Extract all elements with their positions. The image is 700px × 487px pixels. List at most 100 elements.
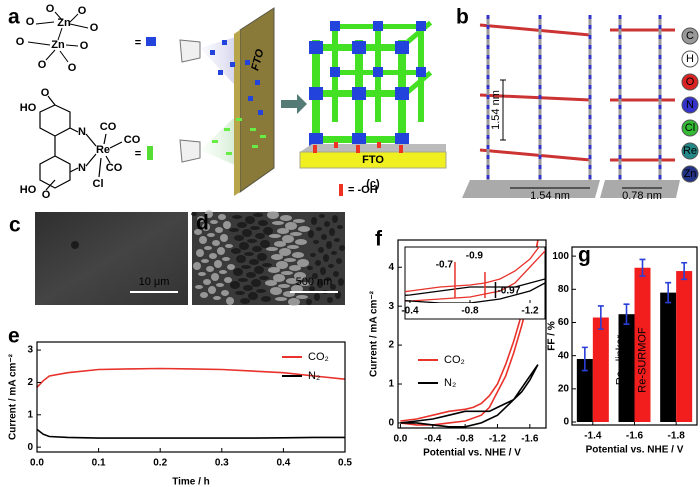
texture (250, 226, 260, 230)
scheme-text: Cl (93, 178, 104, 190)
y-tick-label: 60 (558, 317, 570, 328)
scheme-text: O (41, 87, 50, 99)
plot-frame (571, 246, 698, 426)
texture (253, 213, 263, 217)
texture (257, 253, 267, 261)
texture (316, 227, 322, 231)
panel-label: f (375, 228, 383, 251)
error-bar (597, 305, 604, 330)
dimension: 0.78 nm (622, 190, 662, 202)
scheme-text: CO (124, 134, 141, 146)
texture (314, 293, 320, 301)
texture (289, 265, 301, 271)
scheme-text: O (68, 62, 77, 74)
y-tick-label: 100 (552, 251, 569, 262)
panel-label: d (196, 212, 209, 235)
texture (196, 249, 204, 257)
bar (634, 267, 651, 423)
data-line (400, 364, 539, 428)
x-axis-label: Potential vs. NHE / V (586, 445, 684, 456)
texture (193, 262, 201, 270)
y-tick-label: 80 (558, 284, 570, 295)
inset-line (405, 247, 545, 302)
scheme-text: O (42, 189, 51, 201)
scheme-text: CO (106, 162, 123, 174)
scheme-text: (c) (366, 178, 380, 190)
texture (298, 226, 310, 232)
texture (338, 278, 344, 286)
element-label: O (686, 76, 695, 88)
texture (284, 258, 296, 262)
legend-label: N₂ (444, 377, 456, 389)
texture (195, 285, 203, 289)
texture (251, 279, 261, 287)
texture (222, 257, 230, 261)
element-swatch (681, 73, 699, 91)
element-label: C (686, 30, 694, 42)
texture (262, 263, 272, 267)
y-tick-label: 2 (388, 340, 394, 351)
texture (309, 286, 315, 292)
scheme-text: = -OH (348, 184, 378, 196)
texture (246, 272, 256, 278)
plot-frame (397, 239, 547, 429)
texture (293, 219, 305, 223)
texture (306, 299, 312, 305)
scheme-drawing (27, 7, 447, 196)
y-tick-label: 0 (563, 417, 569, 428)
element-swatch (681, 96, 699, 114)
texture (204, 246, 212, 250)
scale-label: 10 μm (139, 276, 170, 288)
legend-label: N₂ (308, 370, 320, 382)
texture (270, 287, 282, 295)
scheme-text: FTO (249, 47, 266, 72)
texture (221, 290, 229, 296)
texture (279, 248, 291, 256)
scheme-text: O (80, 40, 89, 52)
x-tick-label: -0.8 (457, 434, 475, 445)
annotation: -0.9 (466, 251, 484, 262)
scheme-text: N (78, 162, 86, 174)
y-tick-label: 3 (27, 345, 33, 356)
texture (244, 252, 254, 256)
texture (252, 246, 262, 252)
texture (310, 253, 316, 257)
panel-label: g (578, 244, 591, 267)
texture (224, 277, 232, 283)
texture (207, 233, 215, 237)
texture (237, 222, 247, 228)
texture (203, 279, 211, 285)
texture (241, 265, 251, 269)
texture (231, 248, 241, 254)
x-tick-label: 0.0 (393, 434, 407, 445)
texture (238, 278, 248, 282)
texture (308, 230, 314, 238)
texture (242, 229, 252, 237)
texture (272, 221, 284, 225)
error-bar (665, 281, 672, 304)
error-bar (623, 303, 630, 325)
texture (249, 259, 259, 265)
scheme-text: CO (100, 121, 117, 133)
texture (227, 264, 235, 270)
texture (281, 271, 293, 275)
panel-label: c (9, 214, 21, 237)
texture (229, 228, 239, 232)
texture (326, 241, 332, 249)
scheme-text: O (38, 59, 47, 71)
texture (333, 271, 339, 277)
x-tick-label: -0.4 (424, 434, 442, 445)
y-tick-label: 4 (388, 262, 394, 273)
texture (210, 220, 218, 224)
texture (235, 291, 245, 295)
y-tick-label: 1 (27, 409, 33, 420)
x-axis-label: Potential vs. NHE / V (423, 448, 521, 459)
legend-label: Re-SURMOF (636, 327, 648, 393)
texture (315, 260, 321, 266)
texture (194, 229, 202, 235)
texture (331, 251, 337, 255)
inset-tick-label: -0.8 (461, 306, 479, 317)
scale-label: 500 nm (296, 276, 333, 288)
texture (285, 222, 297, 230)
texture (205, 210, 213, 218)
